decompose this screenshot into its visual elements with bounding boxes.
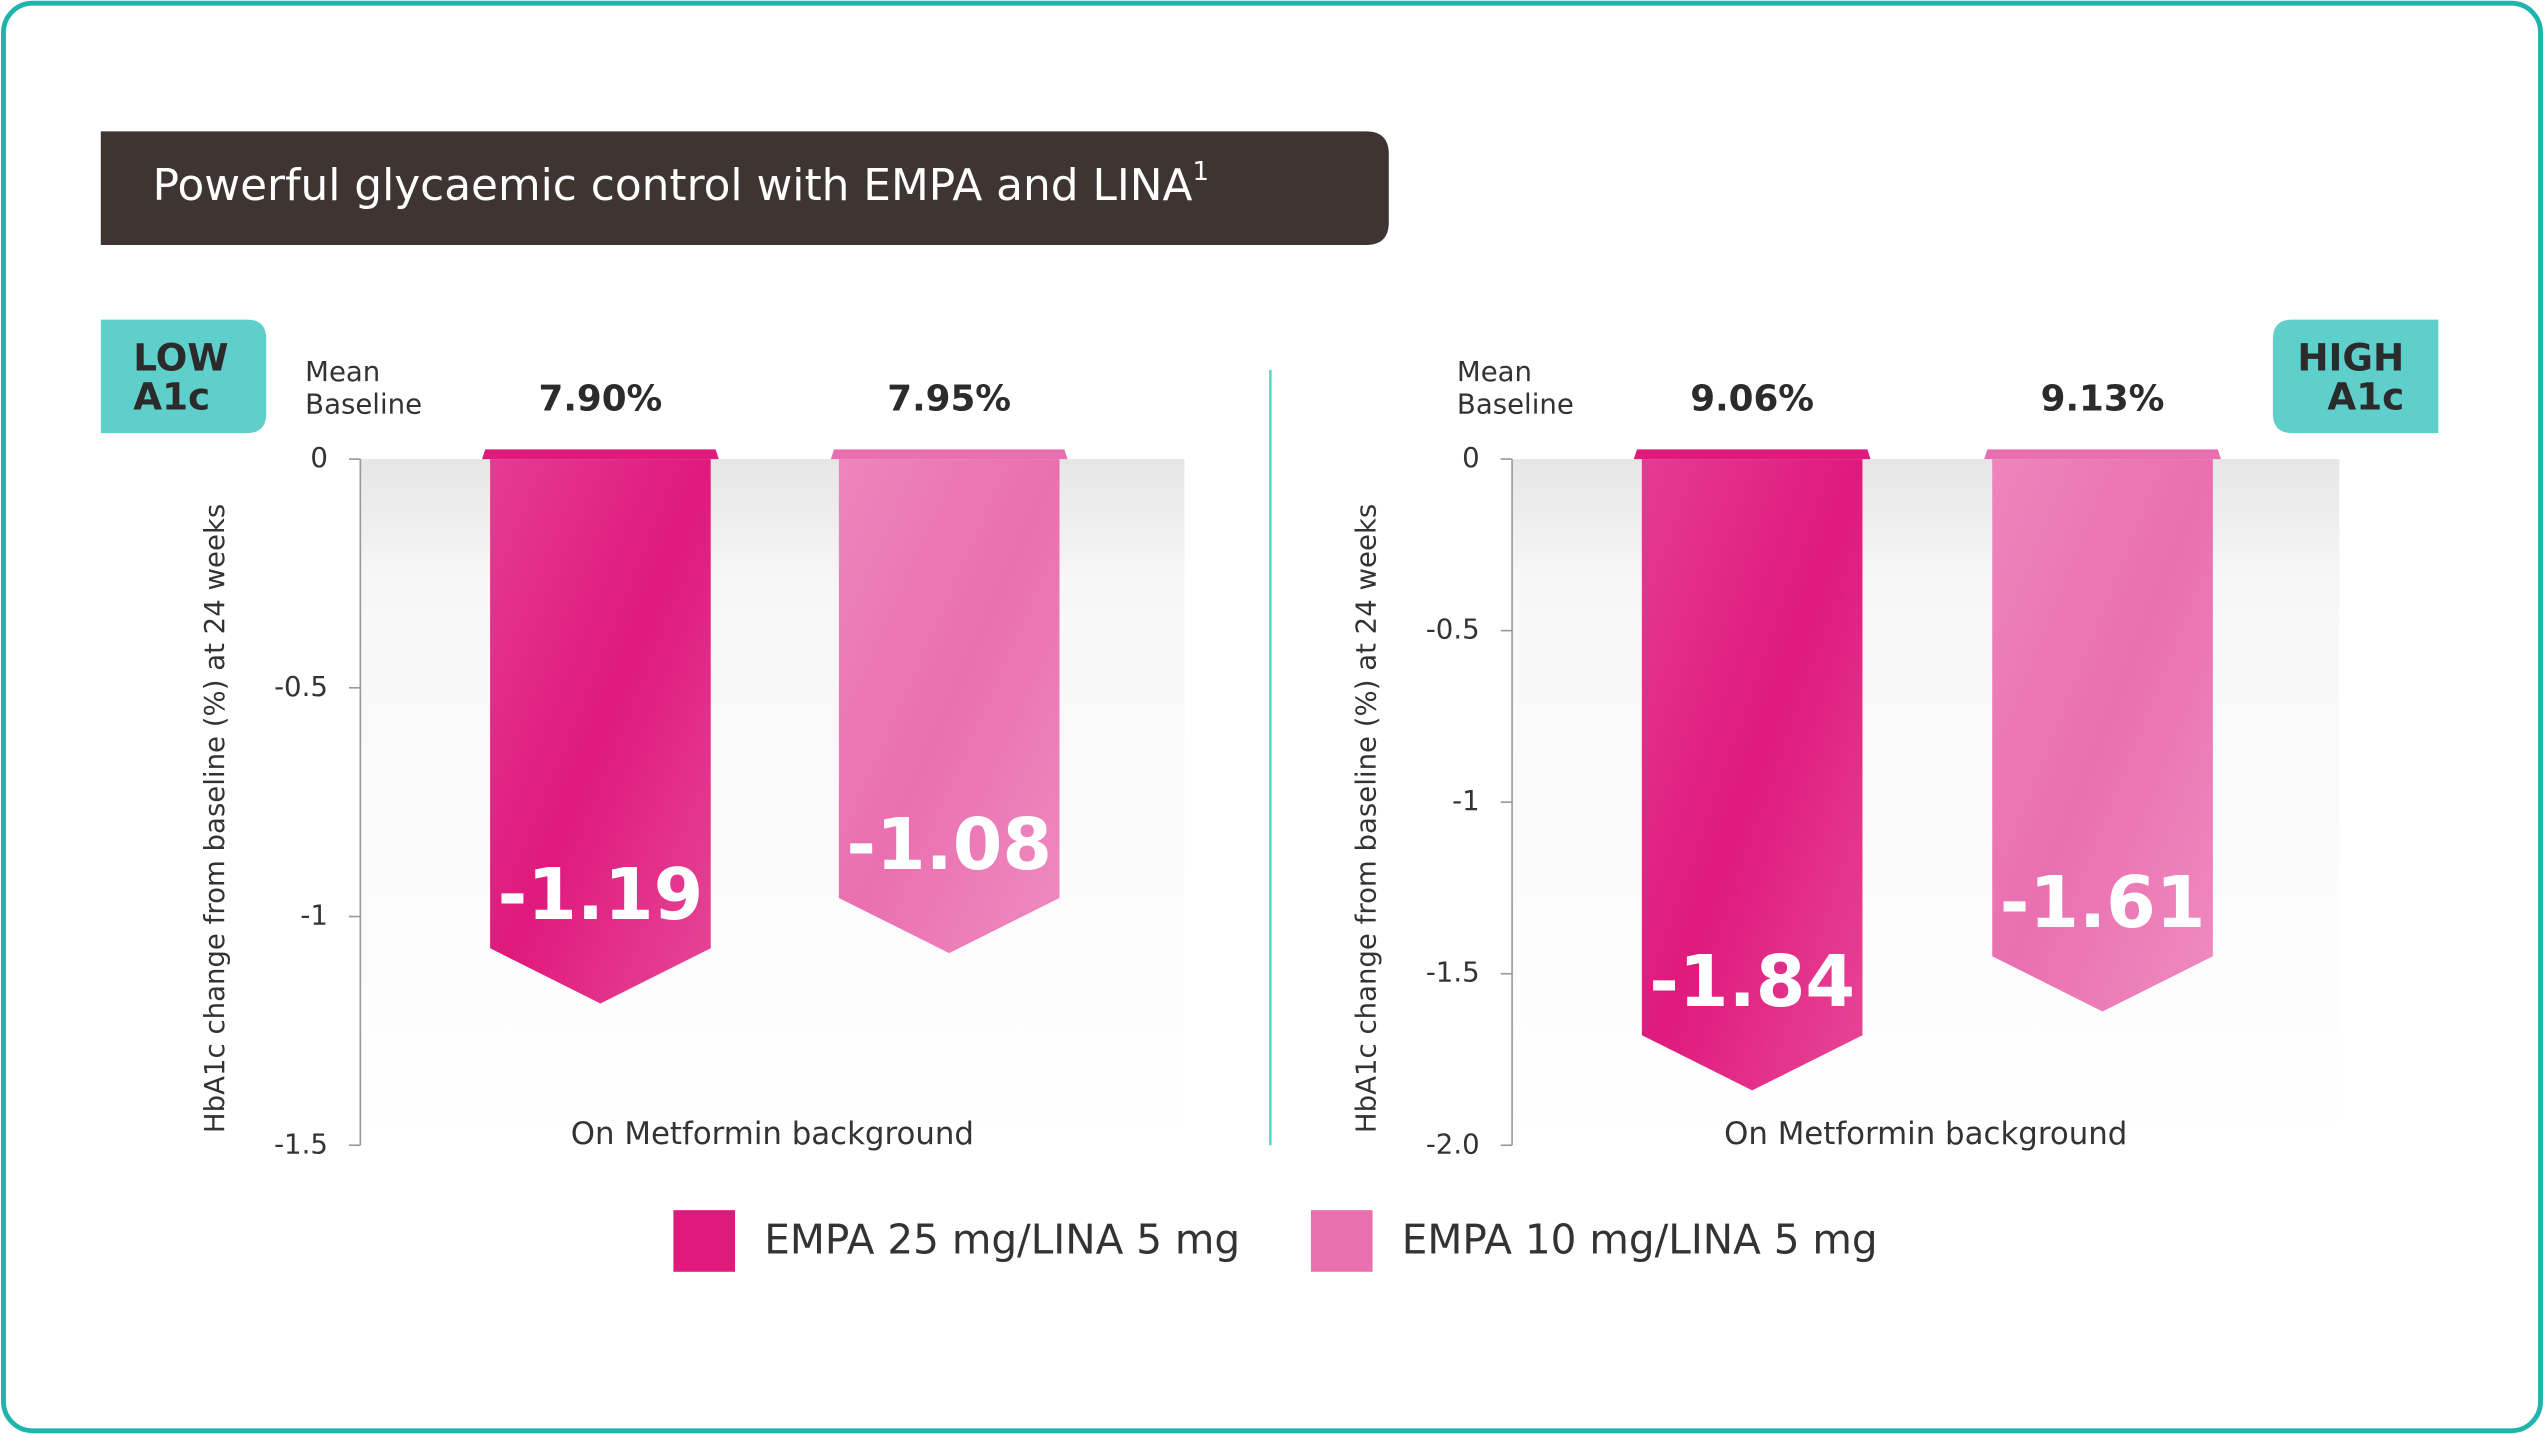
bar-sheen [1641, 459, 1863, 1091]
y-tick-label: 0 [1462, 441, 1480, 474]
baseline-label: Mean [1457, 355, 1532, 388]
y-tick-label: -1.5 [274, 1127, 328, 1160]
baseline-label: Baseline [1457, 388, 1574, 421]
baseline-label: Mean [305, 355, 380, 388]
legend-label: EMPA 10 mg/LINA 5 mg [1402, 1216, 1878, 1264]
y-tick-label: -1.5 [1426, 956, 1480, 989]
plot-background [360, 459, 1185, 1146]
badge [2272, 319, 2439, 434]
value-label: -1.08 [846, 803, 1052, 886]
y-tick-label: -2.0 [1426, 1127, 1480, 1160]
y-tick-label: -0.5 [274, 670, 328, 703]
title-text: Powerful glycaemic control with EMPA and… [153, 160, 1193, 211]
y-tick-label: -0.5 [1426, 613, 1480, 646]
bar-cap [1633, 449, 1871, 460]
baseline-value: 9.13% [2041, 379, 2165, 420]
bar-cap [482, 449, 719, 460]
title: Powerful glycaemic control with EMPA and… [153, 156, 1209, 211]
value-label: -1.84 [1649, 940, 1855, 1023]
legend-label: EMPA 25 mg/LINA 5 mg [764, 1216, 1240, 1264]
badge-text: LOW [133, 336, 228, 380]
baseline-value: 9.06% [1690, 379, 1814, 420]
value-label: -1.19 [498, 853, 704, 936]
baseline-value: 7.90% [539, 379, 663, 420]
plot-background [1512, 459, 2340, 1146]
y-tick-label: -1 [1452, 784, 1479, 817]
y-tick-label: 0 [310, 441, 328, 474]
badge-text: A1c [2327, 375, 2404, 419]
value-label: -1.61 [2000, 861, 2206, 944]
badge-text: A1c [133, 375, 210, 419]
bar-cap [1984, 449, 2221, 460]
bar-cap [830, 449, 1068, 460]
badge [100, 319, 267, 434]
y-axis-label: HbA1c change from baseline (%) at 24 wee… [1350, 504, 1383, 1133]
x-axis-label: On Metformin background [1724, 1116, 2127, 1152]
bar-sheen [490, 459, 711, 1004]
y-tick-label: -1 [300, 899, 327, 932]
title-banner [100, 131, 1389, 245]
y-axis-label: HbA1c change from baseline (%) at 24 wee… [198, 504, 231, 1133]
baseline-value: 7.95% [887, 379, 1011, 420]
bar-sheen [1992, 459, 2213, 1012]
legend-swatch [1310, 1210, 1373, 1272]
legend-swatch [673, 1210, 736, 1272]
title-superscript: 1 [1192, 156, 1209, 186]
baseline-label: Baseline [305, 388, 422, 421]
x-axis-label: On Metformin background [571, 1116, 974, 1152]
bar-sheen [838, 459, 1060, 954]
badge-text: HIGH [2297, 336, 2404, 380]
